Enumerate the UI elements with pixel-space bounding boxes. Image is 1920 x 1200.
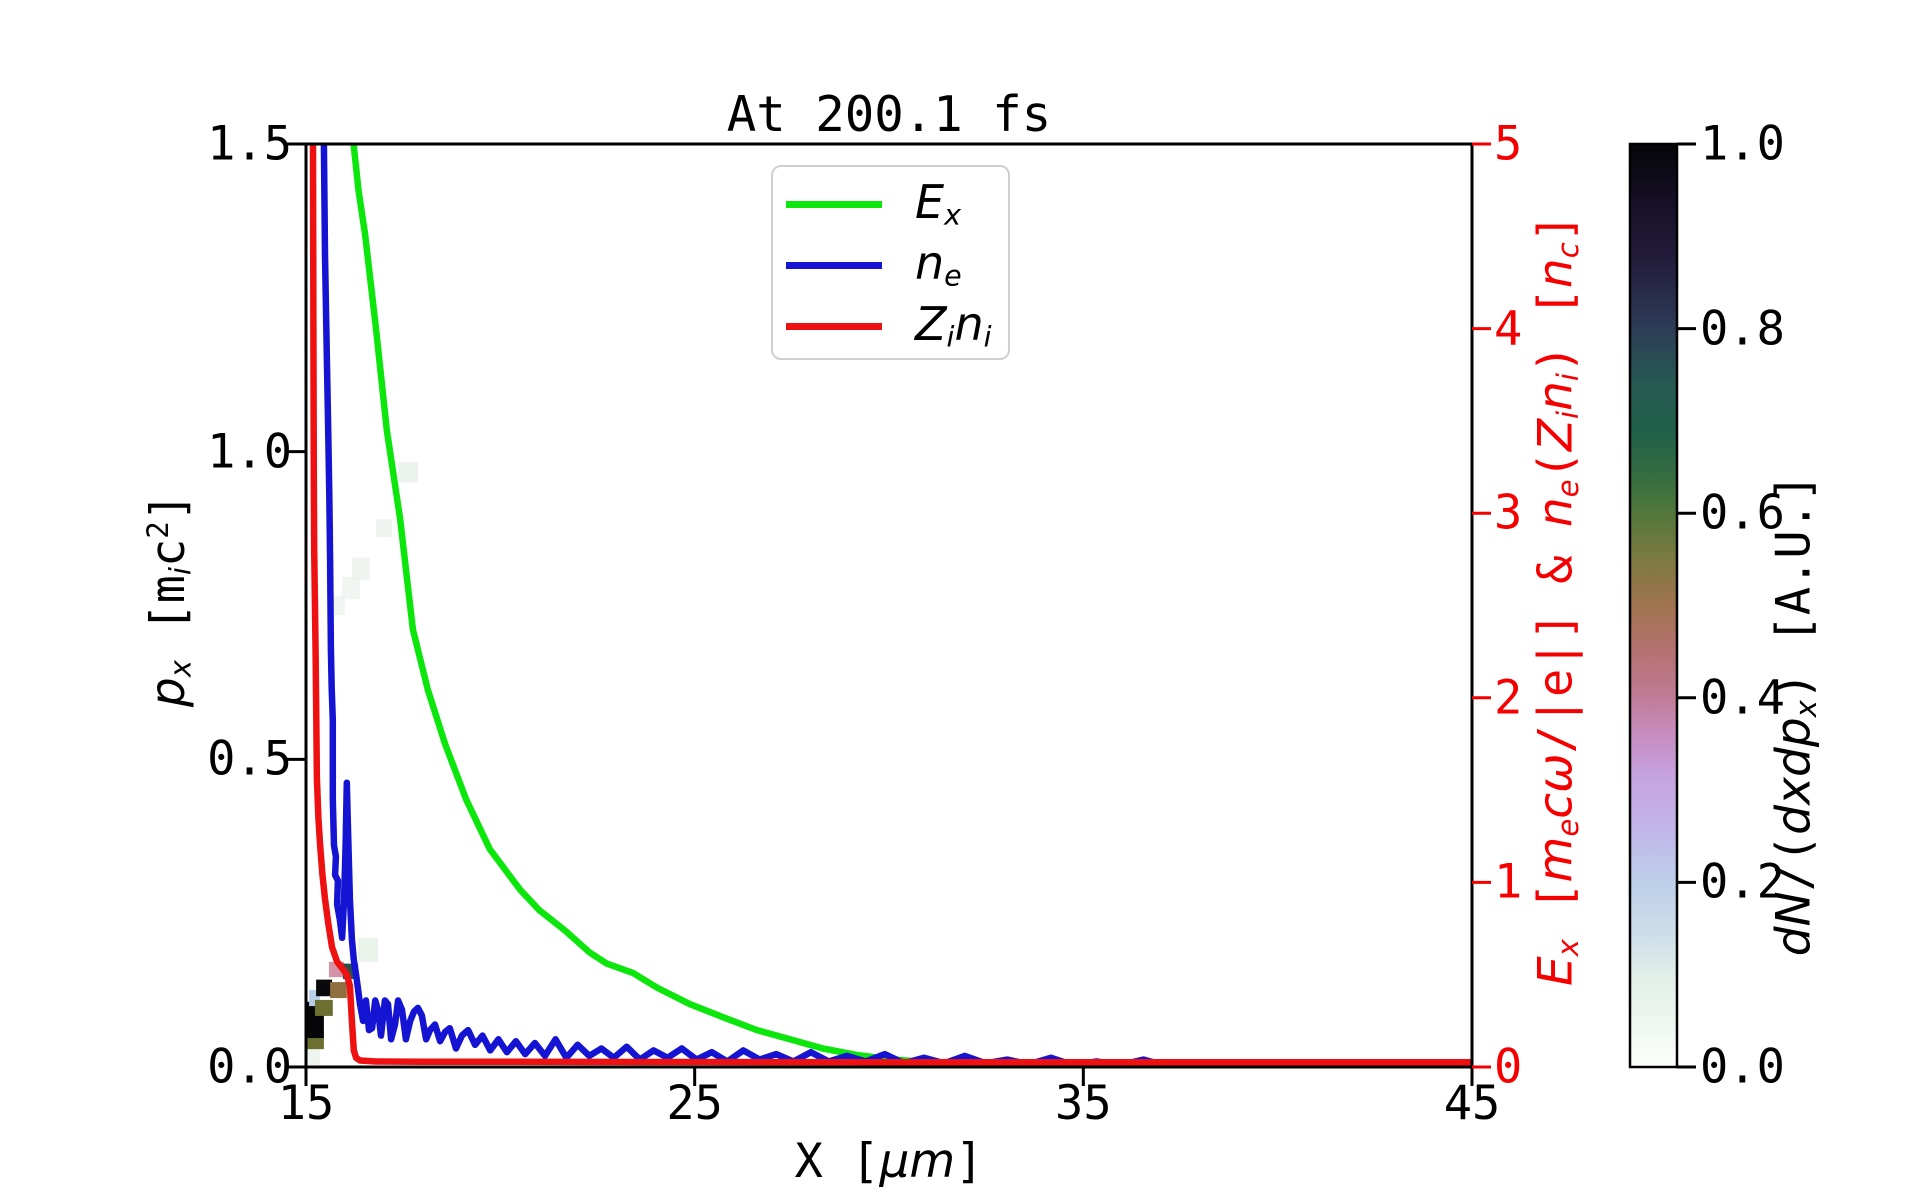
tick-label: 5 bbox=[1494, 116, 1523, 172]
math-segment: ] bbox=[141, 492, 197, 522]
math-segment: 2 bbox=[141, 521, 176, 539]
legend-item-ex: Ex bbox=[773, 171, 1008, 237]
math-segment: d bbox=[1766, 747, 1822, 778]
math-segment: ( bbox=[1528, 451, 1584, 480]
heatmap-cell bbox=[351, 557, 371, 580]
math-segment: c bbox=[1528, 792, 1584, 819]
tick-label: 25 bbox=[666, 1076, 723, 1131]
legend: Ex ne Zini bbox=[771, 165, 1010, 360]
math-segment: E bbox=[1528, 956, 1584, 987]
tick-label: 0.8 bbox=[1700, 301, 1785, 357]
math-segment: p bbox=[141, 677, 197, 708]
math-segment: e bbox=[1551, 818, 1586, 837]
tick-label: 0.2 bbox=[1700, 854, 1785, 910]
tick-label: 0.0 bbox=[1700, 1039, 1785, 1095]
legend-line-ex bbox=[786, 200, 882, 208]
math-segment: d bbox=[1766, 926, 1822, 957]
math-segment: i bbox=[1551, 410, 1586, 419]
colorbar bbox=[1628, 142, 1679, 1069]
tick-label: 0 bbox=[1494, 1039, 1523, 1095]
tick-label: 45 bbox=[1443, 1076, 1501, 1131]
math-segment: Z bbox=[1528, 418, 1584, 452]
math-segment: n bbox=[1528, 258, 1584, 289]
heatmap-cell bbox=[306, 1049, 320, 1066]
math-segment: ] bbox=[1528, 213, 1584, 243]
legend-label-ne: ne bbox=[915, 240, 962, 291]
math-segment: n bbox=[1528, 381, 1584, 411]
legend-label-ex: Ex bbox=[915, 179, 961, 230]
tick-label: 1.0 bbox=[207, 424, 292, 480]
math-segment: c bbox=[141, 538, 197, 568]
plot-title: At 200.1 fs bbox=[726, 86, 1052, 143]
math-segment: X [ bbox=[794, 1134, 880, 1189]
heatmap-cell bbox=[358, 937, 378, 962]
math-segment: i bbox=[1551, 372, 1586, 382]
math-segment: e bbox=[1551, 479, 1586, 498]
tick-label: 1 bbox=[1494, 854, 1523, 910]
math-segment: x bbox=[163, 660, 198, 678]
heatmap-cell bbox=[309, 990, 320, 1007]
math-segment: Z bbox=[915, 296, 947, 351]
tick-label: 0.6 bbox=[1700, 485, 1785, 541]
tick-label: 1.5 bbox=[207, 116, 292, 172]
math-segment: ω bbox=[1528, 753, 1584, 793]
math-segment: i bbox=[163, 567, 198, 576]
tick-label: 1.0 bbox=[1700, 116, 1785, 172]
tick-label: 3 bbox=[1494, 485, 1523, 541]
x-axis-label: X [μm] bbox=[795, 1138, 984, 1185]
math-segment: m bbox=[1528, 836, 1584, 883]
y-axis-label-right: Ex [mecω/|e|] & ne(Zini) [nc] bbox=[1529, 214, 1586, 986]
heatmap-cell bbox=[316, 979, 333, 997]
legend-item-zini: Zini bbox=[773, 293, 1008, 359]
math-segment: x bbox=[944, 197, 961, 231]
tick-label: 0.0 bbox=[207, 1039, 292, 1095]
heatmap-cell bbox=[375, 519, 392, 538]
tick-label: 35 bbox=[1055, 1076, 1112, 1131]
heatmap-cell bbox=[398, 462, 418, 483]
math-segment: e bbox=[944, 258, 962, 292]
tick-label: 4 bbox=[1494, 301, 1523, 357]
math-segment: d bbox=[1766, 804, 1822, 835]
tick-label: 0.5 bbox=[207, 731, 292, 787]
math-segment: E bbox=[915, 174, 945, 229]
math-segment: i bbox=[983, 319, 992, 353]
curve-zini bbox=[309, 144, 1472, 1066]
math-segment: μm bbox=[879, 1134, 956, 1189]
tick-label: 15 bbox=[277, 1076, 335, 1131]
math-segment: n bbox=[915, 235, 945, 290]
math-segment: n bbox=[1528, 497, 1584, 528]
math-segment: /|e|] & bbox=[1528, 527, 1584, 754]
math-segment: ] bbox=[955, 1134, 984, 1189]
math-segment: i bbox=[946, 319, 955, 353]
heatmap-cell bbox=[314, 999, 333, 1016]
tick-label: 0.4 bbox=[1700, 670, 1785, 726]
heatmap-cell bbox=[330, 982, 347, 999]
legend-line-zini bbox=[786, 322, 882, 330]
math-segment: [m bbox=[141, 575, 197, 661]
math-segment: ) [ bbox=[1528, 288, 1584, 373]
math-segment: x bbox=[1551, 939, 1586, 957]
y-axis-label-left: px [mic2] bbox=[141, 492, 198, 708]
math-segment: x bbox=[1789, 700, 1824, 718]
math-segment: x bbox=[1766, 777, 1822, 805]
math-segment: [ bbox=[1528, 882, 1584, 940]
math-segment: n bbox=[954, 296, 984, 351]
legend-line-ne bbox=[786, 261, 882, 269]
axes-spines bbox=[304, 142, 1474, 1069]
math-segment: c bbox=[1551, 242, 1586, 259]
legend-label-zini: Zini bbox=[915, 301, 992, 352]
curve-ne bbox=[320, 144, 1472, 1067]
tick-label: 2 bbox=[1494, 670, 1523, 726]
heatmap-cell bbox=[342, 577, 361, 600]
curve-ex bbox=[350, 144, 1472, 1067]
legend-item-ne: ne bbox=[773, 232, 1008, 298]
